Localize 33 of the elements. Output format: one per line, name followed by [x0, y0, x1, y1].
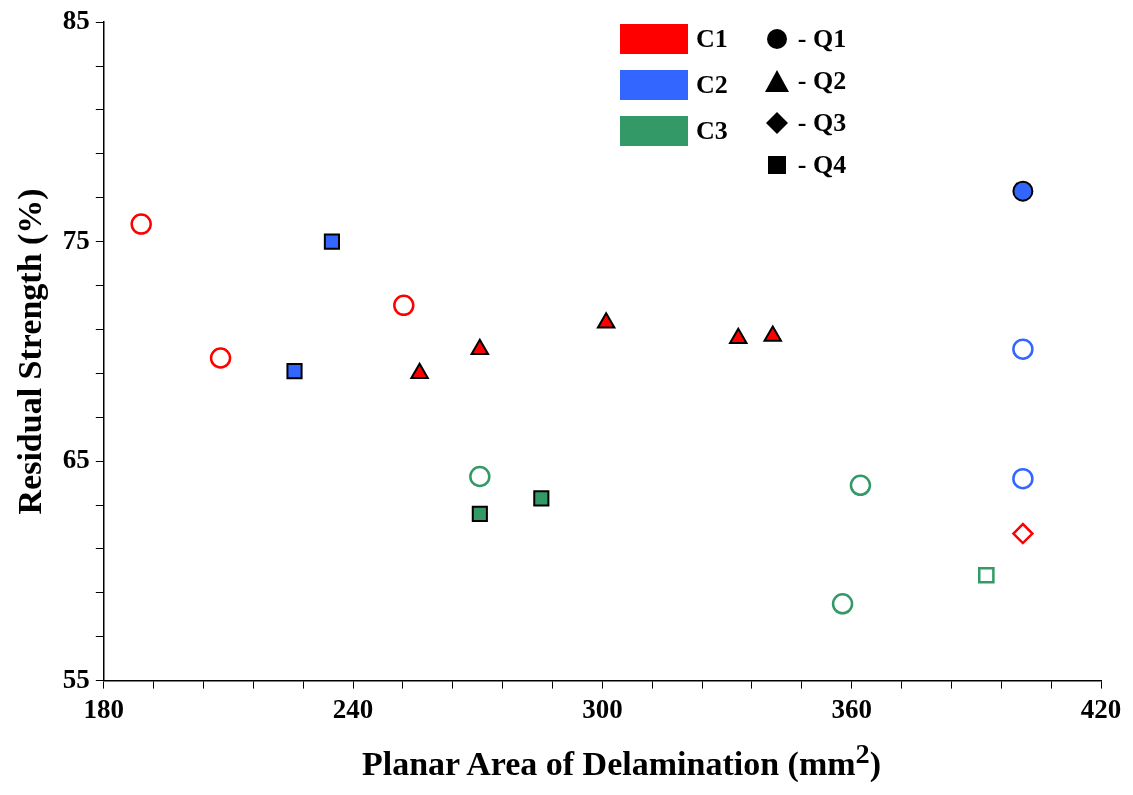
x-tick-label: 360 [831, 693, 872, 724]
point [1012, 467, 1034, 490]
point [471, 505, 488, 522]
point [469, 465, 491, 488]
point [1012, 522, 1034, 545]
x-tick-label: 240 [332, 693, 374, 724]
point [393, 294, 415, 317]
point [1012, 180, 1034, 202]
annotation: - Q2 [797, 66, 847, 96]
point [209, 347, 232, 369]
x-tick-label: 180 [83, 693, 125, 724]
point [1012, 338, 1034, 360]
y-tick-label: 55 [62, 663, 90, 694]
annotation: C2 [696, 70, 728, 100]
y-tick-label: 85 [62, 5, 90, 36]
y-axis-title: Residual Strength (%) [11, 188, 50, 515]
annotation: - Q1 [797, 24, 847, 54]
y-tick-label: 75 [62, 224, 90, 255]
point [533, 490, 550, 507]
annotation: - Q4 [797, 150, 847, 180]
x-tick-label: 300 [582, 693, 623, 724]
x-axis-title: Planar Area of Delamination (mm$^{2}$) [360, 738, 883, 784]
point [323, 233, 340, 250]
annotation: - Q3 [797, 108, 847, 138]
annotation: C1 [696, 24, 728, 54]
annotation: C3 [696, 116, 728, 146]
point [286, 363, 303, 380]
point [130, 213, 152, 235]
point [978, 566, 995, 584]
y-tick-label: 65 [62, 444, 90, 475]
point [831, 593, 854, 615]
x-tick-label: 420 [1080, 693, 1122, 724]
point [849, 474, 872, 497]
